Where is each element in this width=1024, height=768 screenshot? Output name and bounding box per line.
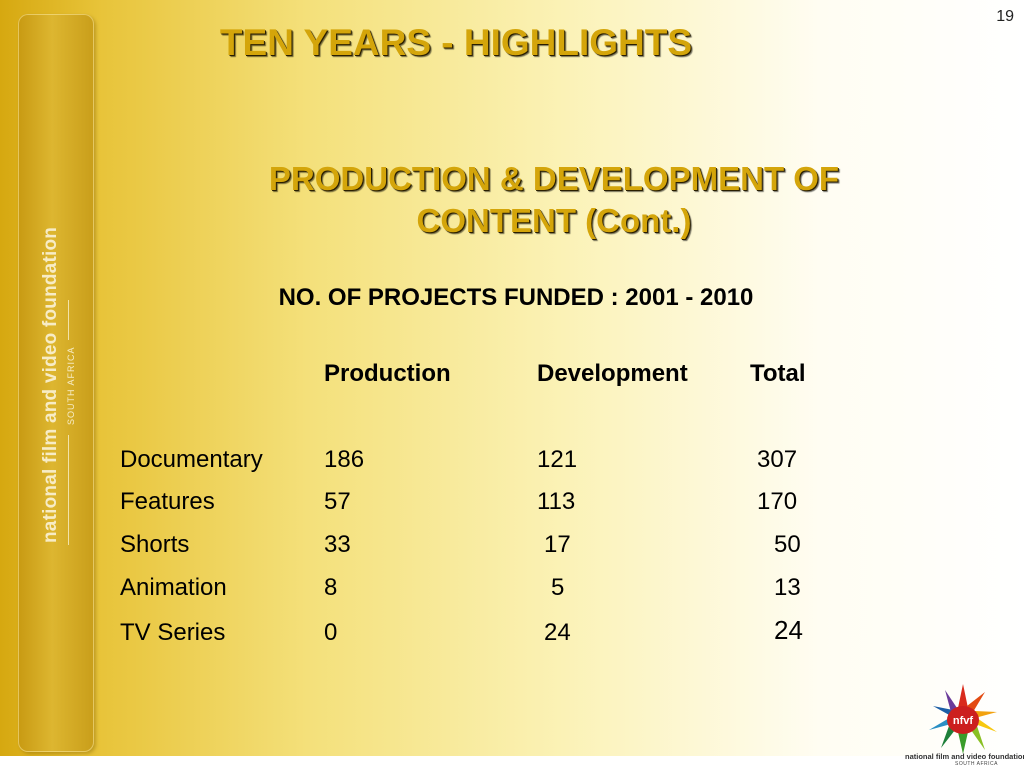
row-label: Shorts [120, 531, 190, 558]
subtitle-line-1: PRODUCTION & DEVELOPMENT OF [268, 160, 840, 197]
table-heading: NO. OF PROJECTS FUNDED : 2001 - 2010 [278, 284, 754, 311]
cell-development: 24 [544, 619, 571, 646]
column-header-production: Production [324, 360, 451, 387]
cell-production: 0 [324, 619, 338, 646]
cell-development: 113 [537, 488, 576, 515]
sidebar-panel [18, 14, 94, 752]
cell-total: 50 [774, 531, 801, 558]
cell-production: 57 [324, 488, 351, 515]
cell-development: 17 [544, 531, 571, 558]
table-row: Shorts 33 17 50 [0, 531, 1024, 561]
column-header-total: Total [750, 360, 806, 387]
slide-number: 19 [996, 8, 1014, 25]
table-row: TV Series 0 24 24 [0, 615, 1024, 649]
slide-subtitle: PRODUCTION & DEVELOPMENT OF CONTENT (Con… [96, 158, 1012, 242]
row-label: TV Series [120, 619, 226, 646]
table-row: Features 57 113 170 [0, 488, 1024, 518]
cell-total: 170 [757, 488, 798, 515]
subtitle-line-2: CONTENT (Cont.) [416, 202, 692, 239]
logo-monogram: nfvf [953, 715, 974, 727]
row-label: Animation [120, 574, 227, 601]
cell-production: 8 [324, 574, 338, 601]
logo-caption: national film and video foundation [905, 752, 1024, 761]
cell-development: 5 [551, 574, 565, 601]
row-label: Features [120, 488, 215, 515]
logo-sub: SOUTH AFRICA [955, 761, 998, 767]
column-header-development: Development [537, 360, 688, 387]
sidebar-rule-top [68, 300, 69, 340]
table-header: Production Development Total [0, 360, 1024, 390]
cell-production: 186 [324, 446, 365, 473]
table-row: Animation 8 5 13 [0, 574, 1024, 604]
cell-total: 13 [774, 574, 801, 601]
cell-total: 24 [774, 615, 803, 645]
row-label: Documentary [120, 446, 263, 473]
slide-title: TEN YEARS - HIGHLIGHTS [219, 22, 693, 63]
table-row: Documentary 186 121 307 [0, 446, 1024, 476]
cell-total: 307 [757, 446, 798, 473]
cell-development: 121 [537, 446, 578, 473]
nfvf-logo-icon: nfvf [929, 684, 997, 754]
bottom-strip [0, 756, 1024, 768]
cell-production: 33 [324, 531, 351, 558]
sidebar-rule-bottom [68, 435, 69, 545]
